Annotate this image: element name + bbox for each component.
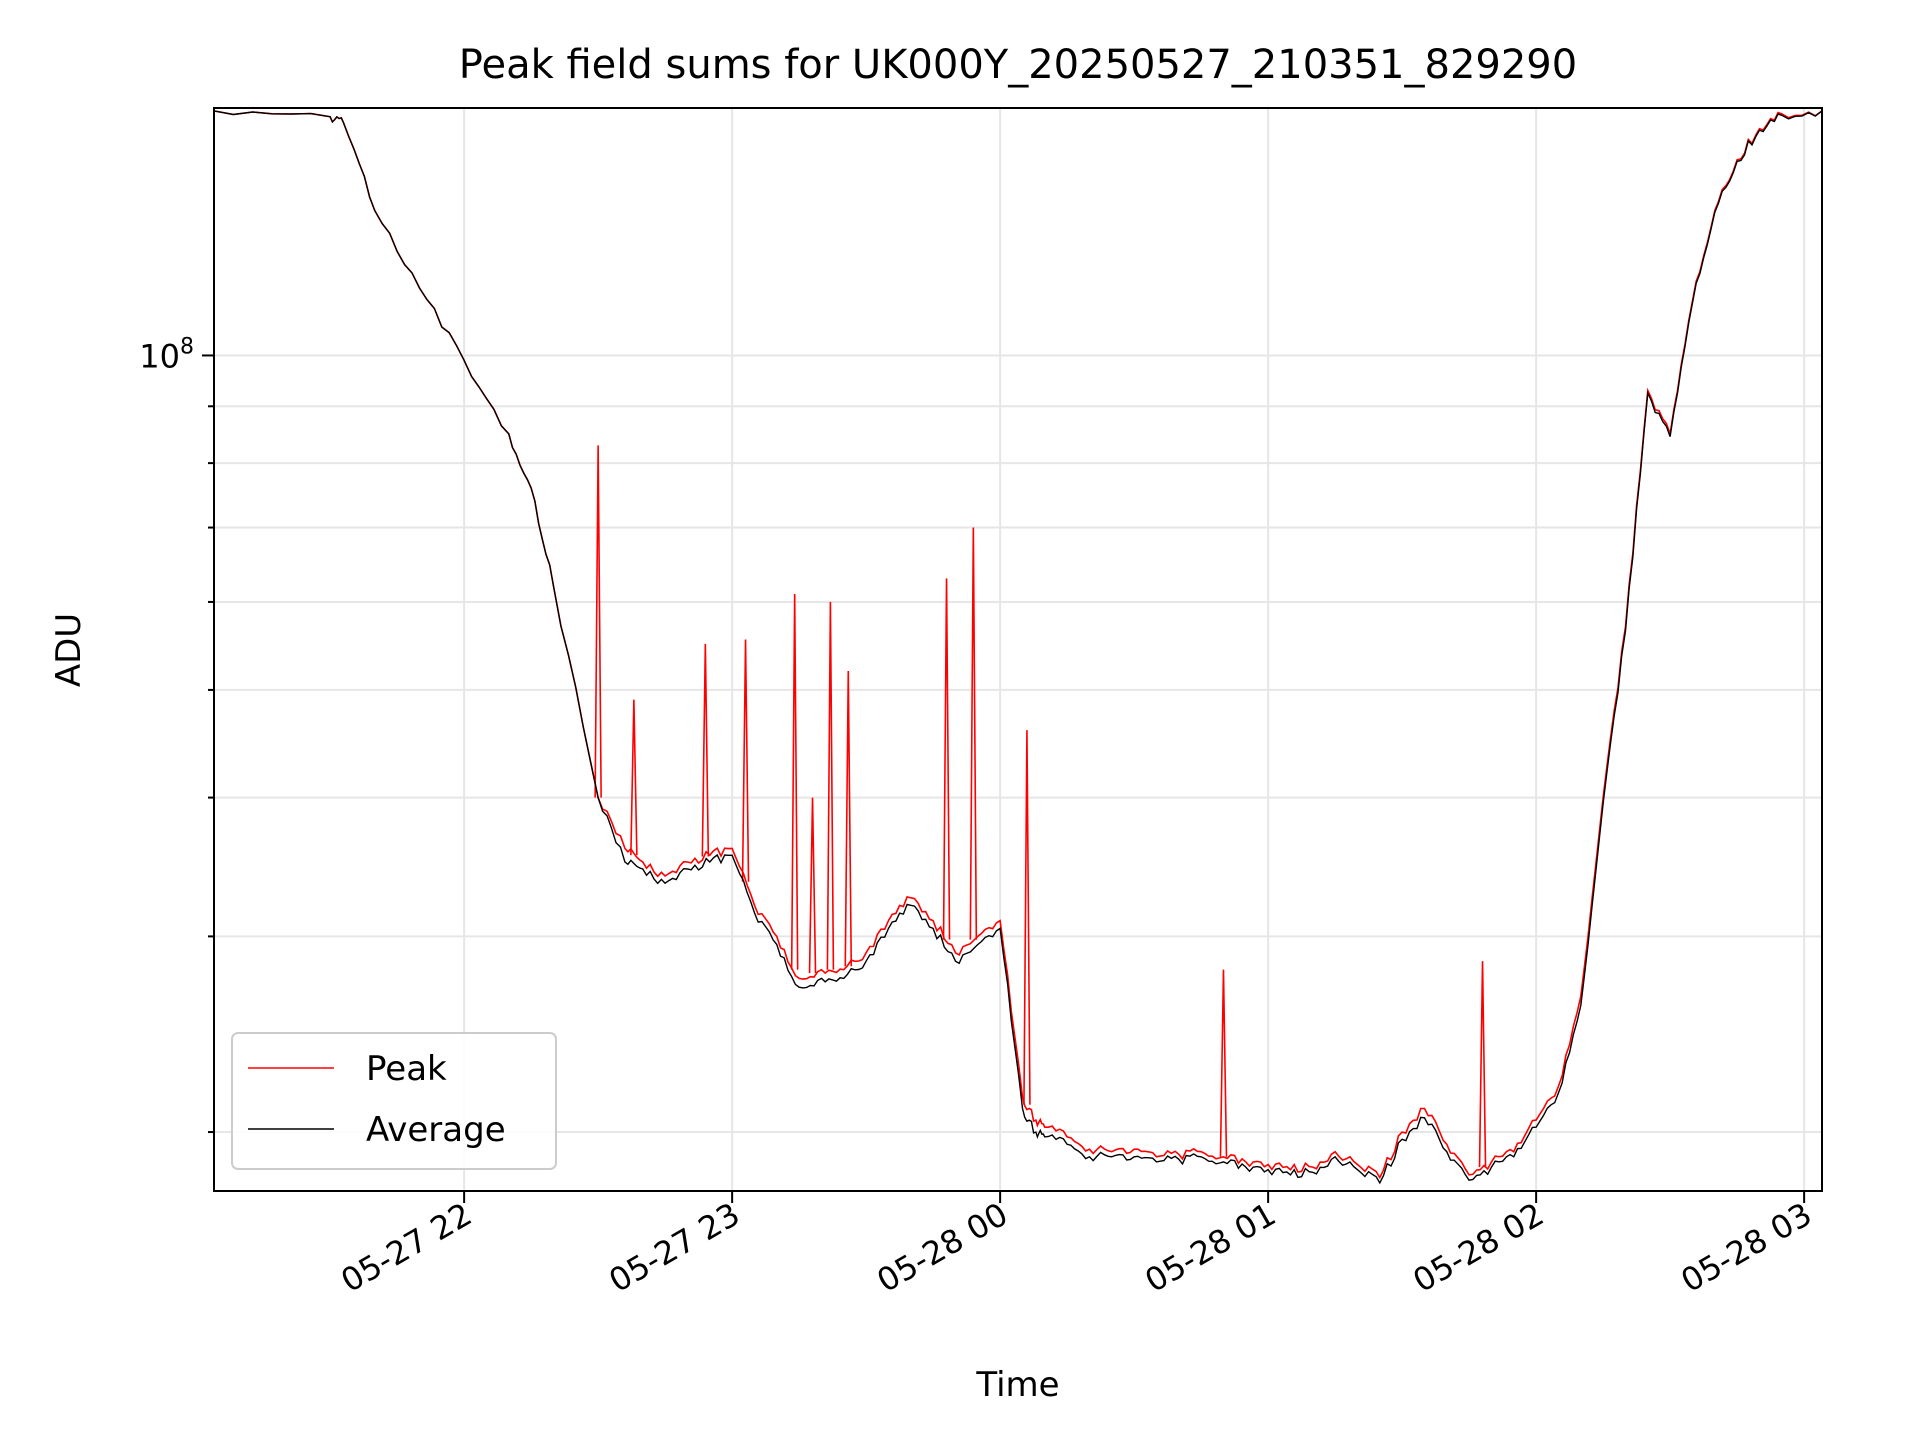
y-axis-label: ADU — [49, 613, 89, 687]
legend: Peak Average — [231, 1032, 557, 1170]
y-tick-label: 108 — [139, 334, 194, 375]
series-layer — [214, 110, 1822, 1185]
peak-spike — [969, 527, 978, 940]
peak-spike — [594, 445, 602, 798]
peak-spike — [790, 593, 799, 970]
peak-spike — [1478, 961, 1487, 1168]
peak-spike — [630, 699, 638, 856]
peak-spike — [826, 601, 835, 970]
peak-spike — [844, 670, 853, 967]
peak-spike — [741, 639, 750, 882]
peak-spike — [1023, 730, 1031, 1105]
peak-spike — [701, 643, 710, 857]
x-tick-label: 05-27 22 — [335, 1195, 479, 1300]
series-line-peak — [214, 110, 1822, 1180]
x-tick-label: 05-27 23 — [603, 1195, 747, 1300]
grid-lines — [214, 108, 1822, 1191]
plot-frame — [213, 107, 1823, 1192]
series-line-average — [214, 110, 1822, 1185]
plot-background — [214, 108, 1822, 1191]
peak-spike — [942, 578, 951, 940]
x-tick-label: 05-28 01 — [1139, 1195, 1283, 1300]
x-tick-label: 05-28 02 — [1407, 1195, 1551, 1300]
chart-title: Peak field sums for UK000Y_20250527_2103… — [459, 42, 1577, 88]
x-tick-label: 05-28 03 — [1675, 1195, 1819, 1300]
legend-label-average: Average — [366, 1110, 506, 1150]
legend-label-peak: Peak — [366, 1049, 447, 1089]
peak-spike — [1219, 969, 1228, 1157]
x-axis-label: Time — [975, 1365, 1059, 1405]
y-tick-base: 10 — [139, 337, 180, 375]
peak-spike — [808, 797, 817, 974]
legend-box — [231, 1032, 557, 1170]
x-tick-label: 05-28 00 — [871, 1195, 1015, 1300]
y-tick-exponent: 8 — [180, 334, 194, 359]
